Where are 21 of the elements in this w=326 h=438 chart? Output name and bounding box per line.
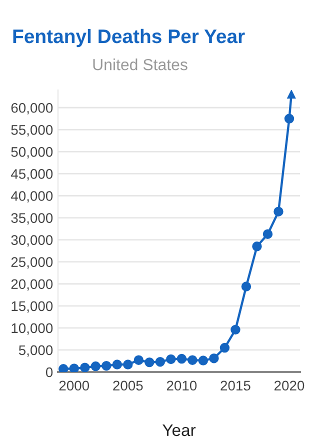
y-tick-label: 30,000 [11, 235, 53, 247]
y-tick-label: 0 [46, 367, 53, 378]
x-tick-label: 2005 [113, 380, 143, 391]
x-tick-label: 2020 [274, 380, 304, 391]
chart-subtitle: United States [93, 58, 188, 70]
y-tick-label: 55,000 [11, 124, 53, 136]
y-tick-label: 40,000 [10, 191, 53, 203]
y-tick-label: 60,000 [11, 102, 53, 114]
y-tick-label: 35,000 [11, 213, 53, 225]
x-tick-label: 2000 [59, 380, 90, 391]
y-tick-label: 25,000 [11, 257, 53, 269]
chart-title: Fentanyl Deaths Per Year [13, 28, 245, 48]
y-tick-label: 50,000 [11, 147, 53, 158]
x-tick-label: 2010 [166, 380, 197, 391]
y-tick-label: 15,000 [12, 301, 53, 313]
y-tick-label: 45,000 [10, 169, 53, 181]
y-tick-label: 20,000 [11, 279, 53, 291]
x-axis-title: Year [162, 424, 196, 436]
y-tick-label: 10,000 [12, 323, 53, 335]
x-tick-label: 2015 [220, 380, 250, 391]
y-tick-label: 5,000 [18, 345, 53, 357]
